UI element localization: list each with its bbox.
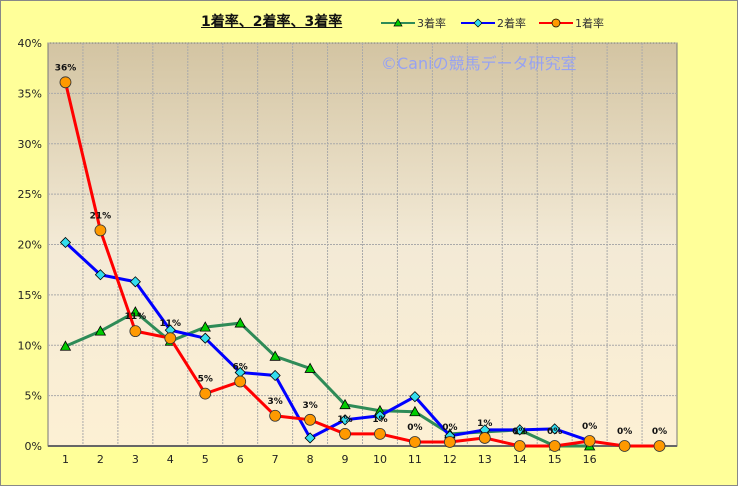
legend-label: 1着率 xyxy=(575,17,604,30)
x-tick-label: 9 xyxy=(342,453,349,466)
data-label: 0% xyxy=(617,427,632,437)
data-point-diamond xyxy=(339,414,351,426)
x-tick-label: 6 xyxy=(237,453,244,466)
data-point-triangle xyxy=(269,350,281,361)
legend-marker-circle-icon xyxy=(539,18,573,28)
data-point-circle xyxy=(304,413,316,426)
data-label: 0% xyxy=(512,427,527,437)
data-point-diamond xyxy=(374,410,386,422)
y-tick-label: 30% xyxy=(18,138,42,151)
y-tick-label: 20% xyxy=(18,239,42,252)
data-point-circle xyxy=(129,325,142,338)
data-label: 1% xyxy=(477,419,492,429)
data-point-diamond xyxy=(269,369,281,382)
data-label: 0% xyxy=(407,423,422,433)
data-point-triangle xyxy=(59,340,72,351)
legend-item-3: 3着率 xyxy=(381,15,446,31)
x-tick-label: 15 xyxy=(548,453,562,466)
y-tick-label: 25% xyxy=(18,188,42,201)
data-label: 0% xyxy=(547,427,562,437)
legend-label: 3着率 xyxy=(417,17,446,30)
data-point-circle xyxy=(59,76,72,89)
watermark: ©Caniの競馬データ研究室 xyxy=(381,54,577,73)
legend-item-2: 2着率 xyxy=(461,15,526,31)
data-point-diamond xyxy=(549,423,561,435)
data-point-circle xyxy=(269,409,282,422)
x-tick-label: 5 xyxy=(202,453,209,466)
x-tick-label: 12 xyxy=(443,453,457,466)
y-tick-label: 35% xyxy=(18,87,42,100)
legend-marker-triangle-icon xyxy=(381,18,415,27)
data-label: 11% xyxy=(125,312,147,322)
y-tick-label: 15% xyxy=(18,289,42,302)
x-tick-label: 13 xyxy=(478,453,492,466)
data-point-triangle xyxy=(409,405,421,417)
data-point-triangle xyxy=(339,398,351,410)
x-tick-label: 10 xyxy=(373,453,387,466)
data-label: 21% xyxy=(90,211,112,221)
data-point-circle xyxy=(618,440,631,452)
data-point-diamond xyxy=(59,236,72,249)
x-tick-label: 1 xyxy=(62,453,69,466)
data-label: 0% xyxy=(652,427,667,437)
data-label: 36% xyxy=(55,63,77,73)
x-tick-label: 2 xyxy=(97,453,104,466)
legend-label: 2着率 xyxy=(497,17,526,30)
data-point-circle xyxy=(409,436,421,448)
data-label: 0% xyxy=(582,422,597,432)
chart-title: 1着率、2着率、3着率 xyxy=(201,14,343,30)
data-point-triangle xyxy=(199,321,211,332)
data-label: 1% xyxy=(372,415,387,425)
data-point-circle xyxy=(653,440,666,452)
data-point-diamond xyxy=(409,391,421,403)
data-point-circle xyxy=(478,432,491,444)
data-label: 6% xyxy=(233,363,248,373)
data-point-circle xyxy=(339,428,351,440)
x-tick-label: 8 xyxy=(307,453,314,466)
y-tick-label: 10% xyxy=(18,339,42,352)
data-point-circle xyxy=(164,332,177,345)
x-tick-label: 4 xyxy=(167,453,174,466)
data-label: 5% xyxy=(198,375,213,385)
data-point-circle xyxy=(234,375,247,388)
x-tick-label: 11 xyxy=(408,453,422,466)
data-point-diamond xyxy=(129,276,141,288)
data-point-diamond xyxy=(199,332,211,344)
data-point-circle xyxy=(199,387,212,400)
data-point-diamond xyxy=(304,432,316,444)
series-line xyxy=(64,241,591,443)
data-label: 1% xyxy=(337,415,352,425)
x-tick-label: 16 xyxy=(583,453,597,466)
x-tick-label: 7 xyxy=(272,453,279,466)
legend-item-1: 1着率 xyxy=(539,15,604,31)
y-tick-label: 40% xyxy=(18,37,42,50)
y-tick-label: 5% xyxy=(25,390,42,403)
data-label: 3% xyxy=(267,397,282,407)
legend-marker-diamond-icon xyxy=(461,18,495,28)
data-point-circle xyxy=(548,440,561,452)
y-tick-label: 0% xyxy=(25,440,42,453)
data-point-triangle xyxy=(129,306,142,317)
data-point-circle xyxy=(94,224,107,237)
data-label: 11% xyxy=(160,319,182,329)
data-point-circle xyxy=(374,428,386,440)
data-point-circle xyxy=(443,436,456,448)
data-point-diamond xyxy=(514,424,526,436)
data-point-circle xyxy=(583,435,596,447)
data-point-triangle xyxy=(94,325,107,336)
data-point-diamond xyxy=(94,269,106,281)
x-tick-label: 3 xyxy=(132,453,139,466)
x-tick-label: 14 xyxy=(513,453,527,466)
data-point-triangle xyxy=(234,317,246,328)
data-point-triangle xyxy=(304,362,316,373)
data-label: 3% xyxy=(302,401,317,411)
data-point-circle xyxy=(513,440,526,452)
data-label: 0% xyxy=(442,423,457,433)
